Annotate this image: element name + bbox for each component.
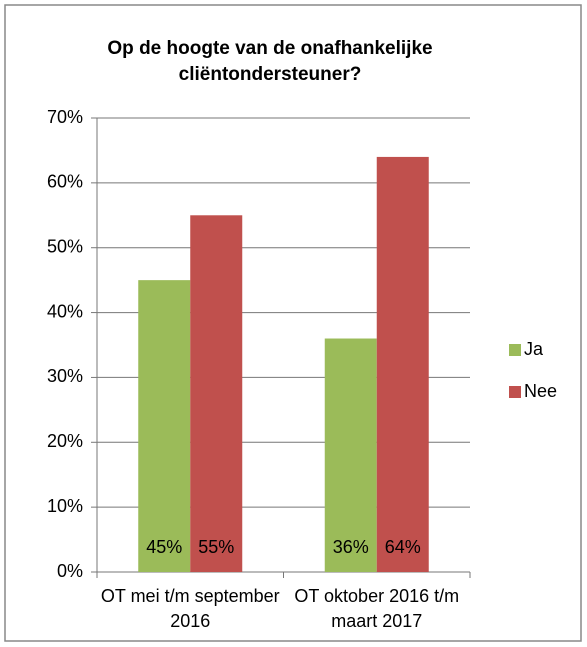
x-tick-label: OT oktober 2016 t/m maart 2017 xyxy=(294,586,460,631)
bar xyxy=(190,215,243,573)
bar xyxy=(376,156,429,572)
y-tick-label: 70% xyxy=(47,107,83,127)
y-tick-label: 60% xyxy=(47,172,83,192)
data-label: 64% xyxy=(385,537,421,557)
y-tick-label: 40% xyxy=(47,301,83,321)
y-tick-label: 10% xyxy=(47,496,83,516)
y-tick-label: 0% xyxy=(57,561,83,581)
data-label: 36% xyxy=(333,537,369,557)
bar xyxy=(138,280,191,572)
frame xyxy=(4,4,582,642)
x-tick-label: OT mei t/m september 2016 xyxy=(100,586,280,631)
legend-label: Ja xyxy=(524,339,544,359)
y-tick-label: 30% xyxy=(47,366,83,386)
data-label: 45% xyxy=(146,537,182,557)
legend-label: Nee xyxy=(524,381,557,401)
y-tick-label: 20% xyxy=(47,431,83,451)
legend-swatch xyxy=(509,344,521,356)
y-tick-label: 50% xyxy=(47,236,83,256)
bar xyxy=(324,338,377,572)
chart-title: Op de hoogte van de onafhankelijke cliën… xyxy=(107,38,433,85)
data-label: 55% xyxy=(198,537,234,557)
legend-swatch xyxy=(509,386,521,398)
